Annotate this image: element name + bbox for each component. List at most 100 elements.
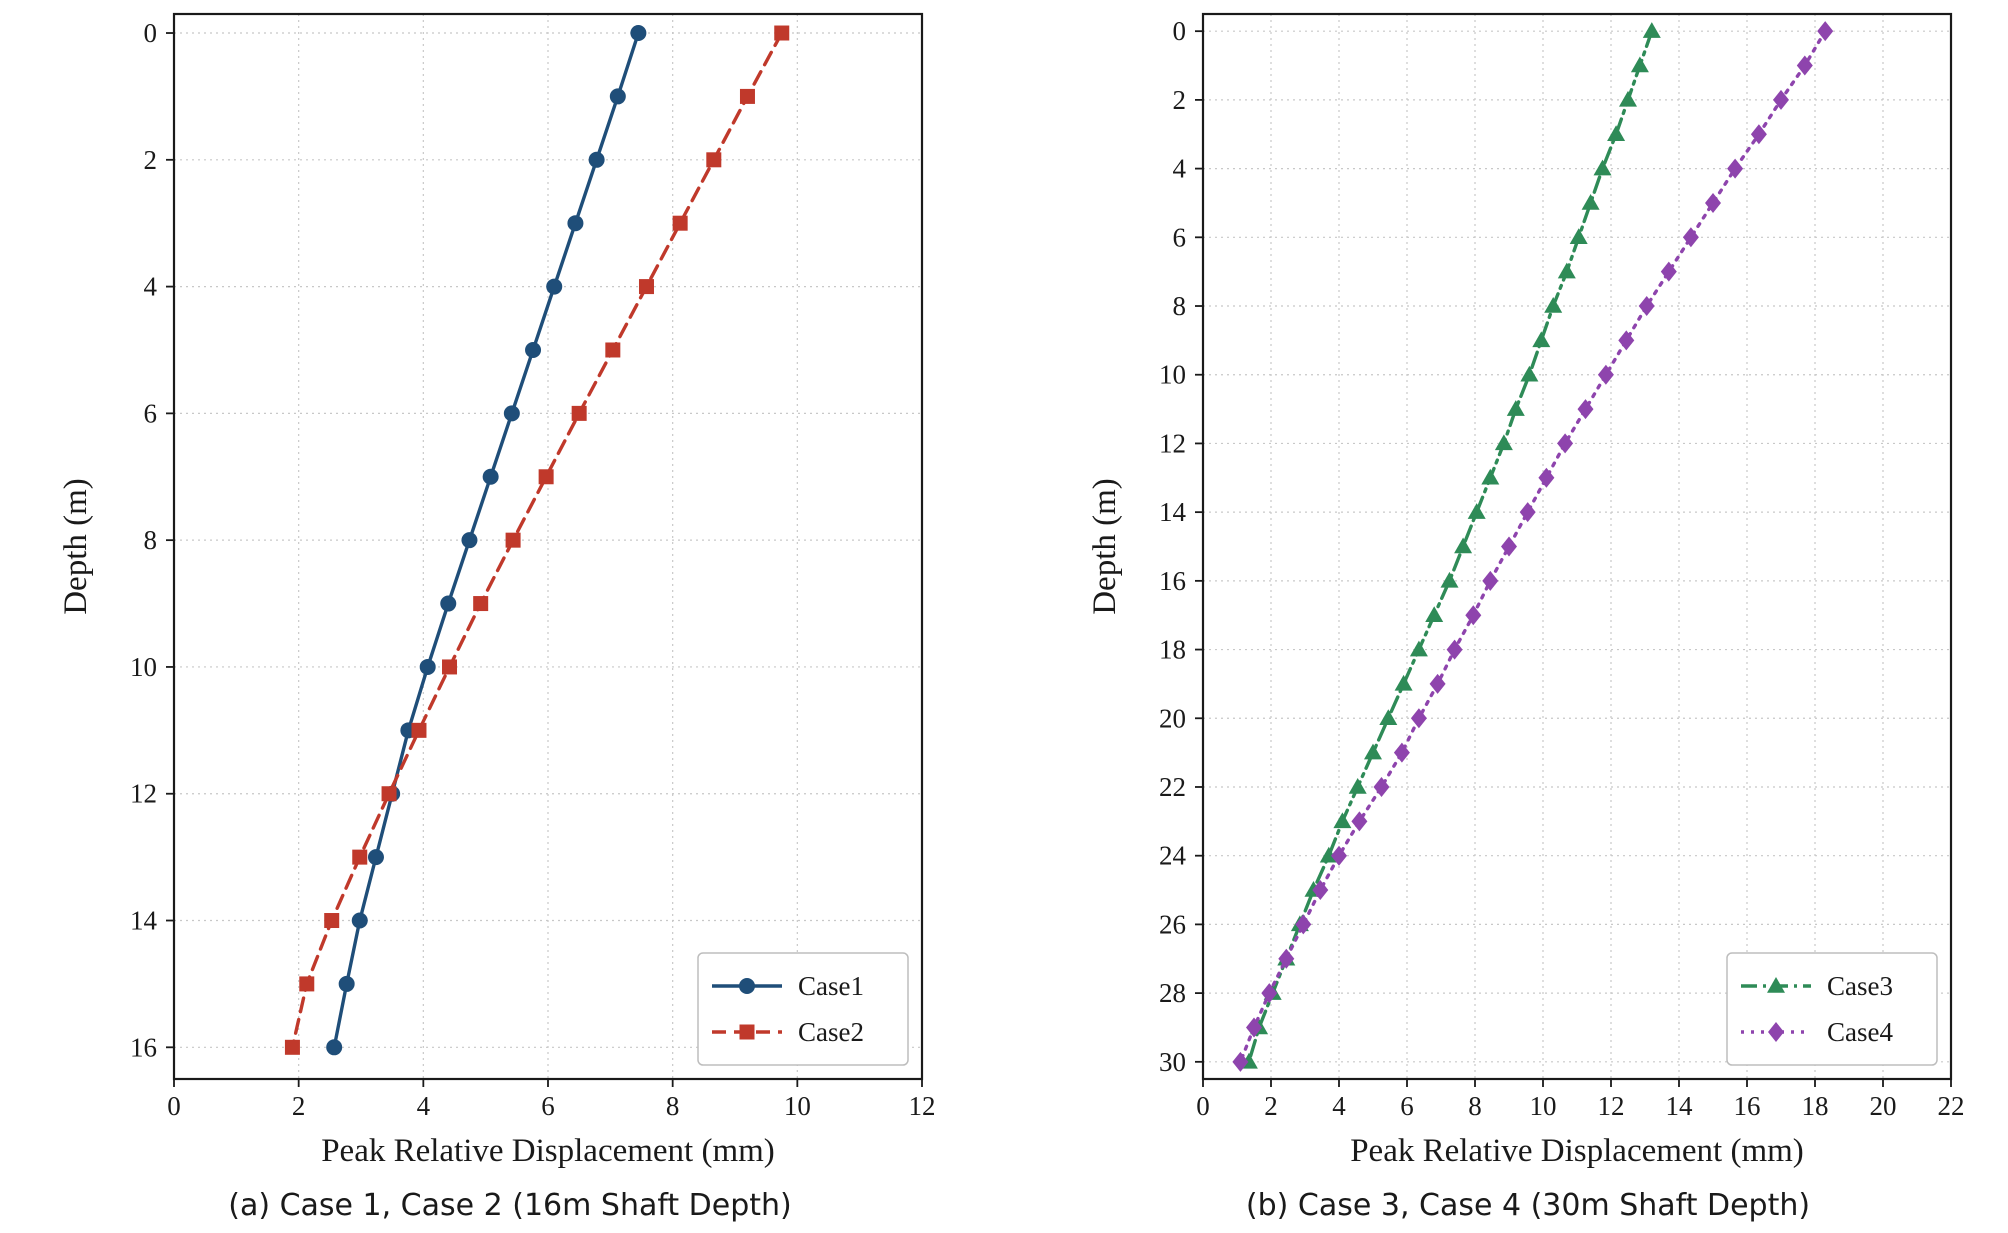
plot-frame bbox=[1201, 12, 1953, 1081]
data-point bbox=[381, 786, 397, 802]
series-case3 bbox=[1239, 22, 1661, 1069]
data-point bbox=[1331, 845, 1347, 866]
y-tick-label: 10 bbox=[130, 652, 157, 682]
x-tick-label: 2 bbox=[292, 1091, 306, 1121]
data-point bbox=[1796, 55, 1813, 76]
data-point bbox=[351, 912, 368, 929]
legend-marker bbox=[1767, 977, 1785, 993]
y-tick-label: 12 bbox=[1159, 428, 1186, 458]
data-point bbox=[284, 1039, 300, 1055]
data-point bbox=[1364, 743, 1382, 760]
data-point bbox=[411, 722, 427, 738]
data-point bbox=[546, 278, 563, 295]
data-point bbox=[1482, 570, 1499, 591]
data-point bbox=[1630, 56, 1649, 73]
data-point bbox=[571, 405, 587, 421]
data-point bbox=[538, 469, 554, 485]
data-point bbox=[1465, 605, 1482, 626]
y-tick-label: 4 bbox=[144, 272, 158, 302]
legend-box bbox=[1726, 952, 1938, 1066]
y-tick-label: 8 bbox=[144, 525, 158, 555]
data-point bbox=[1409, 640, 1428, 657]
x-tick-label: 8 bbox=[1468, 1091, 1482, 1121]
series-case2 bbox=[284, 25, 790, 1055]
data-point bbox=[1246, 1017, 1262, 1038]
data-point bbox=[1394, 674, 1413, 691]
data-point bbox=[1638, 296, 1655, 317]
data-point bbox=[367, 849, 384, 866]
data-point bbox=[324, 913, 340, 929]
data-point bbox=[609, 88, 626, 105]
data-point bbox=[352, 849, 368, 865]
data-point bbox=[1593, 159, 1612, 176]
data-point bbox=[1506, 400, 1525, 416]
data-point bbox=[1538, 467, 1555, 488]
data-point bbox=[1373, 776, 1390, 797]
data-point bbox=[1532, 331, 1551, 348]
data-point bbox=[1295, 914, 1312, 935]
x-tick-label: 4 bbox=[1332, 1091, 1346, 1121]
data-point bbox=[440, 595, 457, 612]
y-axis-title: Depth (m) bbox=[1087, 478, 1123, 615]
data-point bbox=[461, 532, 478, 549]
data-point bbox=[482, 468, 499, 485]
data-point bbox=[1642, 22, 1661, 38]
data-point bbox=[1581, 193, 1600, 210]
y-tick-label: 18 bbox=[1159, 635, 1186, 665]
y-tick-label: 4 bbox=[1173, 154, 1187, 184]
data-point bbox=[1607, 125, 1626, 141]
x-tick-label: 8 bbox=[666, 1091, 680, 1121]
data-point bbox=[1557, 433, 1574, 454]
data-point bbox=[1440, 571, 1459, 588]
data-point bbox=[1557, 262, 1576, 279]
data-point bbox=[1312, 880, 1329, 901]
data-point bbox=[1817, 21, 1834, 42]
y-tick-label: 10 bbox=[1159, 360, 1186, 390]
data-point bbox=[419, 658, 436, 675]
legend-marker bbox=[739, 978, 755, 994]
data-point bbox=[630, 25, 647, 42]
x-tick-label: 2 bbox=[1264, 1091, 1278, 1121]
y-tick-label: 0 bbox=[1173, 16, 1187, 46]
data-point bbox=[1577, 399, 1594, 420]
data-point bbox=[1446, 639, 1463, 660]
y-tick-label: 22 bbox=[1159, 772, 1186, 802]
data-point bbox=[1232, 1051, 1249, 1072]
data-point bbox=[1544, 297, 1563, 313]
y-tick-label: 16 bbox=[130, 1032, 157, 1062]
grid bbox=[1202, 14, 1952, 1079]
data-point bbox=[1379, 709, 1398, 726]
legend-marker bbox=[1768, 1022, 1784, 1042]
y-tick-label: 30 bbox=[1159, 1047, 1186, 1077]
data-point bbox=[326, 1039, 343, 1056]
x-tick-label: 18 bbox=[1802, 1091, 1829, 1121]
y-tick-label: 20 bbox=[1159, 703, 1186, 733]
legend-marker bbox=[739, 1024, 755, 1040]
data-point bbox=[739, 88, 755, 104]
panel-b-chart: 0 2 4 6 8 10 12 14 16 18 20 22024681012141618202224… bbox=[1087, 12, 1965, 1169]
x-axis-title: Peak Relative Displacement (mm) bbox=[1350, 1133, 1804, 1169]
x-tick-label: 20 bbox=[1870, 1091, 1897, 1121]
data-point bbox=[505, 532, 521, 548]
x-axis-title: Peak Relative Displacement (mm) bbox=[321, 1133, 775, 1169]
y-axis-title: Depth (m) bbox=[58, 478, 94, 615]
data-point bbox=[1393, 742, 1410, 763]
x-tick-label: 4 bbox=[417, 1091, 431, 1121]
data-point bbox=[338, 975, 355, 992]
x-tick-label: 14 bbox=[1666, 1091, 1694, 1121]
data-point bbox=[503, 405, 520, 422]
legend-label: Case2 bbox=[798, 1017, 864, 1047]
data-point bbox=[672, 215, 688, 231]
legend-label: Case3 bbox=[1827, 971, 1893, 1001]
data-point bbox=[1351, 811, 1368, 832]
y-tick-label: 6 bbox=[144, 398, 158, 428]
data-point bbox=[1494, 434, 1513, 451]
data-point bbox=[1501, 536, 1517, 557]
x-tick-label: 10 bbox=[1530, 1091, 1557, 1121]
data-point bbox=[1410, 708, 1427, 729]
x-tick-label: 12 bbox=[1598, 1091, 1625, 1121]
data-point bbox=[473, 596, 489, 612]
data-point bbox=[1660, 261, 1677, 282]
data-point bbox=[1519, 502, 1536, 523]
